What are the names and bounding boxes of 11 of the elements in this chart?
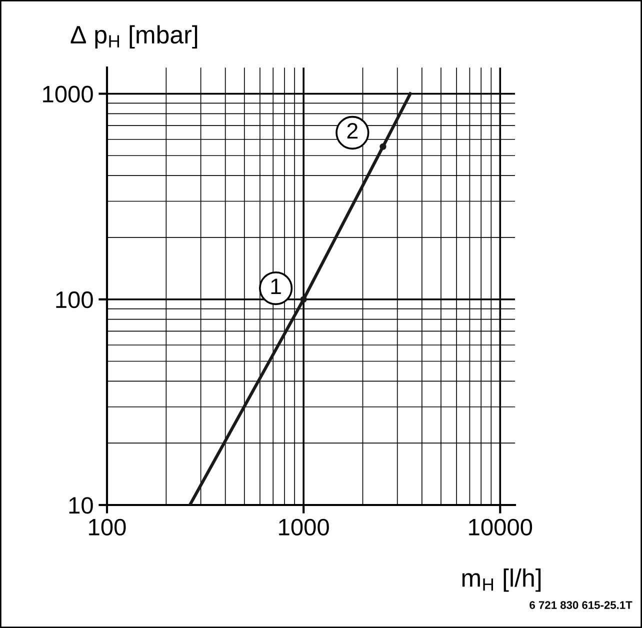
y-tick-label: 100	[56, 291, 93, 308]
y-tick-label: 1000	[43, 86, 93, 103]
y-tick-label: 10	[69, 497, 93, 514]
x-tick-label: 10000	[469, 518, 532, 536]
x-axis-title: m$_{H}$ [l/h]	[462, 568, 541, 592]
x-tick-label: 1000	[279, 518, 329, 536]
annotation: 1	[271, 278, 281, 294]
y-axis-title: Δ p$_{H}$ [mbar]	[70, 25, 198, 49]
text: 6 721 830 615-25.1T	[530, 601, 632, 610]
x-tick-label: 100	[89, 518, 126, 536]
annotation: 2	[347, 122, 358, 138]
